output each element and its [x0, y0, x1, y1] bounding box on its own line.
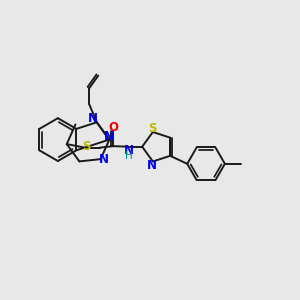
Text: N: N [104, 130, 114, 142]
Text: S: S [82, 140, 90, 153]
Text: N: N [99, 153, 109, 166]
Text: N: N [147, 159, 157, 172]
Text: O: O [109, 121, 118, 134]
Text: N: N [88, 112, 98, 125]
Text: N: N [124, 144, 134, 157]
Text: H: H [125, 151, 133, 161]
Text: S: S [148, 122, 157, 135]
